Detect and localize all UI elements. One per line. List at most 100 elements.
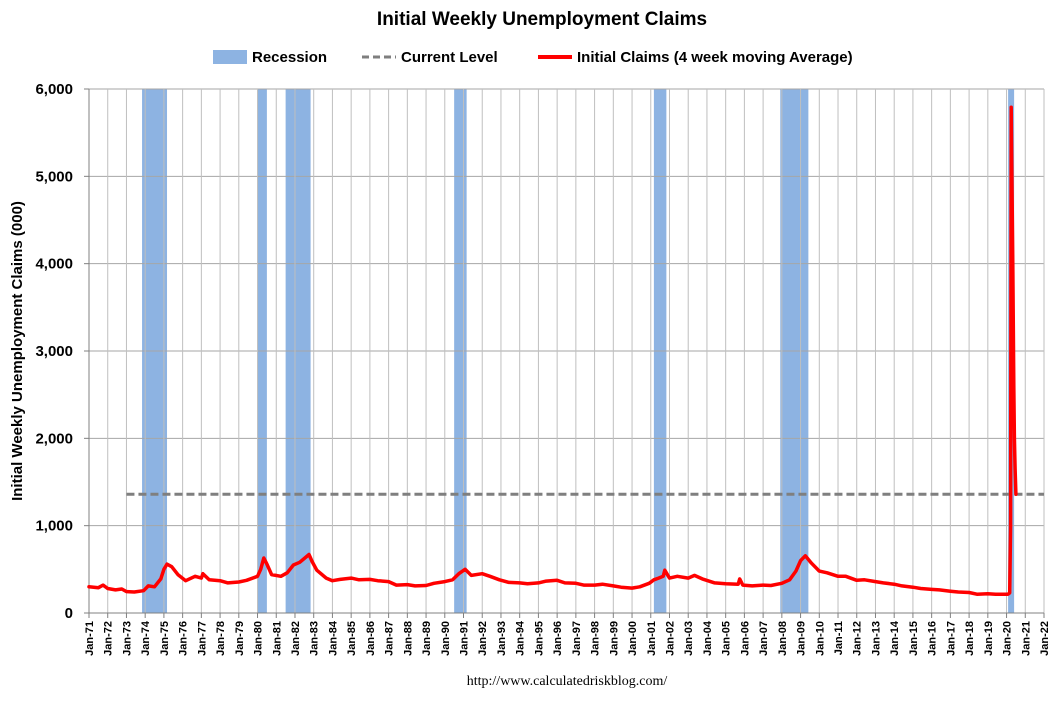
data-point-0-82 <box>693 574 696 577</box>
data-point-0-40 <box>339 578 342 581</box>
data-point-0-115 <box>976 593 978 595</box>
x-tick-label-3: Jan-74 <box>140 620 152 656</box>
data-point-0-8 <box>142 589 145 592</box>
data-point-0-50 <box>433 582 435 585</box>
data-point-0-45 <box>387 580 390 583</box>
x-tick-label-6: Jan-77 <box>196 621 208 656</box>
data-point-0-116 <box>987 593 989 595</box>
x-tick-labels: Jan-71 Jan-72 Jan-73 Jan-74 Jan-75 Jan-76 Jan-… <box>84 620 1051 656</box>
x-tick-label-28: Jan-99 <box>608 621 620 656</box>
data-point-0-103 <box>863 579 866 581</box>
axes <box>84 88 1045 618</box>
data-point-0-41 <box>350 577 353 579</box>
x-tick-label-13: Jan-84 <box>327 620 339 656</box>
x-tick-label-46: Jan-17 <box>945 621 957 656</box>
data-point-0-97 <box>810 562 813 564</box>
x-tick-label-0: Jan-71 <box>84 621 96 656</box>
x-tick-label-48: Jan-19 <box>983 621 995 656</box>
x-tick-label-24: Jan-95 <box>533 621 545 656</box>
data-point-0-80 <box>676 575 679 578</box>
x-tick-label-35: Jan-06 <box>739 621 751 656</box>
data-point-0-36 <box>311 560 313 563</box>
data-point-0-89 <box>751 585 753 587</box>
data-point-0-108 <box>912 586 914 588</box>
x-tick-label-33: Jan-04 <box>702 620 714 656</box>
source-note: http://www.calculatedriskblog.com/ <box>467 674 668 689</box>
data-point-0-126 <box>1015 493 1017 496</box>
data-point-0-98 <box>818 570 821 572</box>
x-tick-label-2: Jan-73 <box>121 621 133 656</box>
data-point-0-125 <box>1014 468 1016 470</box>
data-point-0-0 <box>88 586 90 588</box>
data-point-0-85 <box>724 582 727 585</box>
data-point-0-49 <box>425 584 427 587</box>
data-point-0-83 <box>701 578 704 580</box>
data-point-0-100 <box>837 575 839 578</box>
data-point-0-56 <box>481 572 484 575</box>
legend: Recession Current Level Initial Claims (… <box>213 49 853 66</box>
data-point-0-33 <box>298 561 301 564</box>
legend-label-recession: Recession <box>252 49 327 66</box>
legend-swatch-recession <box>213 50 247 64</box>
data-point-0-88 <box>742 584 744 586</box>
y-tick-label-6: 6,000 <box>35 81 73 98</box>
data-point-0-38 <box>325 577 328 579</box>
data-point-0-65 <box>564 582 566 584</box>
data-point-0-59 <box>508 581 510 584</box>
data-point-0-90 <box>762 584 764 586</box>
data-point-0-72 <box>631 587 633 589</box>
data-point-0-20 <box>208 579 210 581</box>
x-tick-label-29: Jan-00 <box>627 621 639 656</box>
data-point-0-70 <box>612 585 615 587</box>
data-point-0-30 <box>280 575 282 578</box>
data-point-0-87 <box>738 578 741 580</box>
legend-label-current-level: Current Level <box>401 49 498 66</box>
data-point-0-29 <box>270 573 273 576</box>
x-tick-label-19: Jan-90 <box>440 621 452 656</box>
data-point-0-76 <box>657 577 660 579</box>
data-point-0-120 <box>1009 524 1012 527</box>
data-point-0-106 <box>893 583 895 585</box>
data-point-0-64 <box>556 579 558 582</box>
x-tick-label-51: Jan-22 <box>1039 621 1051 656</box>
data-point-0-55 <box>470 574 473 577</box>
data-point-0-93 <box>788 579 791 581</box>
data-point-0-77 <box>662 575 664 578</box>
data-point-0-101 <box>845 575 847 578</box>
data-point-0-19 <box>202 572 204 575</box>
data-point-0-51 <box>444 580 446 583</box>
data-point-0-37 <box>316 569 318 571</box>
data-point-0-99 <box>826 572 828 574</box>
data-point-0-95 <box>799 559 802 562</box>
data-point-0-124 <box>1013 437 1016 440</box>
data-point-0-111 <box>938 589 941 591</box>
data-point-0-43 <box>369 578 371 581</box>
data-point-0-11 <box>160 578 162 580</box>
data-point-0-24 <box>245 579 248 582</box>
data-point-0-96 <box>804 555 807 557</box>
x-tick-label-17: Jan-88 <box>402 621 414 656</box>
y-tick-label-4: 4,000 <box>35 256 73 273</box>
y-tick-labels: 0 1,000 2,000 3,000 4,000 5,000 6,000 <box>35 81 73 622</box>
data-point-0-3 <box>106 587 109 590</box>
data-point-0-58 <box>498 579 501 581</box>
x-tick-label-42: Jan-13 <box>870 621 882 656</box>
data-point-0-69 <box>601 583 604 585</box>
data-point-0-48 <box>414 585 416 587</box>
data-point-0-9 <box>147 585 150 587</box>
x-tick-label-45: Jan-16 <box>927 621 939 656</box>
data-point-0-74 <box>648 582 650 585</box>
x-tick-label-32: Jan-03 <box>683 621 695 656</box>
data-point-0-61 <box>526 582 529 585</box>
x-tick-label-41: Jan-12 <box>852 621 864 656</box>
legend-label-initial-claims: Initial Claims (4 week moving Average) <box>577 49 853 66</box>
x-tick-label-21: Jan-92 <box>477 621 489 656</box>
x-tick-label-34: Jan-05 <box>721 621 733 656</box>
data-point-0-94 <box>795 570 797 572</box>
x-tick-label-15: Jan-86 <box>365 621 377 656</box>
data-point-0-102 <box>855 579 858 582</box>
x-tick-label-37: Jan-08 <box>777 621 789 656</box>
x-tick-label-7: Jan-78 <box>215 621 227 656</box>
data-point-0-17 <box>194 575 196 578</box>
